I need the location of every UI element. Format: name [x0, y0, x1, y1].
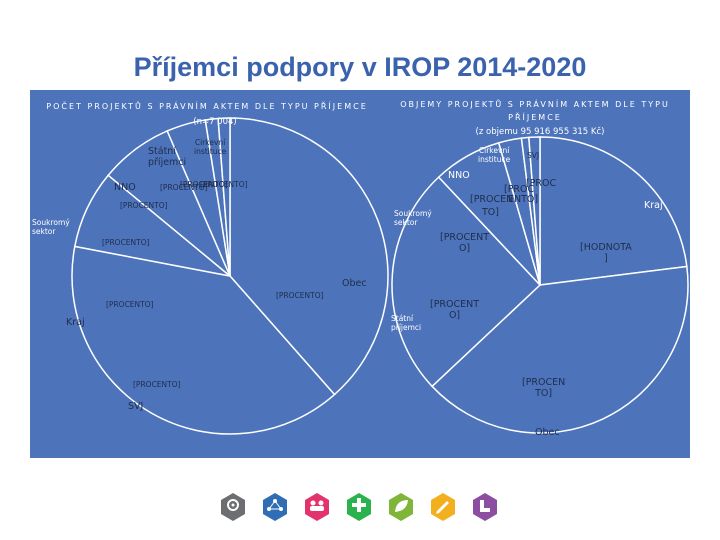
left-label-statni: Státní příjemci: [148, 146, 187, 169]
left-chart-heading: POČET PROJEKTŮ S PRÁVNÍM AKTEM DLE TYPU …: [46, 102, 368, 111]
pie-slice-svj: [528, 136, 541, 286]
pencil-icon: [428, 492, 458, 522]
left-label-cirkevni: Církevní instituce: [194, 138, 227, 156]
left-label-obec: Obec: [342, 278, 367, 289]
right-label-svj: SVJ: [527, 151, 540, 160]
pie-chart-project-volume: [391, 136, 689, 434]
right-percent-e: ENTO]: [508, 194, 539, 205]
left-percent-svj: [PROCENTO]: [133, 380, 181, 389]
cross-icon: [344, 492, 374, 522]
right-percent-b: [PROC: [526, 178, 557, 189]
left-percent-cirkevni: [PROCENTO]: [200, 180, 248, 189]
left-chart-subtitle: (n=7 004): [193, 117, 237, 127]
right-chart-heading-line1: OBJEMY PROJEKTŮ S PRÁVNÍM AKTEM DLE TYPU: [400, 100, 670, 109]
charts-panel: POČET PROJEKTŮ S PRÁVNÍM AKTEM DLE TYPU …: [30, 90, 690, 458]
left-label-kraj: Kraj: [66, 317, 85, 328]
left-percent-obec: [PROCENTO]: [276, 291, 324, 300]
left-percent-nno: [PROCENTO]: [160, 183, 208, 192]
slide-title: Příjemci podpory v IROP 2014-2020: [133, 52, 587, 82]
right-label-statni: Státní příjemci: [391, 314, 422, 332]
people-icon: [302, 492, 332, 522]
pie-slice-kraj: [539, 136, 688, 286]
pie-slice-obec: [229, 117, 389, 396]
footer-icon-bar: [0, 492, 720, 532]
left-percent-statni: [PROCENTO]: [180, 180, 228, 189]
left-percent-soukromy: [PROCENTO]: [102, 238, 150, 247]
leaf-icon: [386, 492, 416, 522]
right-chart-heading-line2: PŘÍJEMCE: [508, 113, 562, 122]
right-percent-statni: [PROCENT O]: [430, 299, 480, 322]
right-label-nno: NNO: [448, 170, 470, 181]
gear-icon: [218, 492, 248, 522]
right-percent-obec: [PROCEN TO]: [522, 377, 566, 400]
left-label-soukromy: Soukromý sektor: [32, 218, 70, 236]
right-value-kraj: [HODNOTA]: [580, 242, 632, 265]
right-label-cirkevni: Církevní instituce: [478, 146, 511, 164]
pie-slice-st-tn-p-jemci: [391, 176, 542, 388]
left-percent-edge: [PROCENTO]: [120, 201, 168, 210]
right-label-kraj: Kraj: [644, 200, 663, 211]
right-label-obec: Obec: [535, 427, 560, 438]
chart-icon: [470, 492, 500, 522]
left-label-svj: SVJ: [128, 401, 144, 412]
right-label-soukromy: Soukromý sektor: [394, 209, 432, 227]
right-chart-subtitle: (z objemu 95 916 955 315 Kč): [475, 127, 605, 137]
pie-slice-obec: [431, 265, 689, 434]
right-percent-soukromy: [PROCENT O]: [440, 232, 490, 255]
right-percent-a: [PROC: [504, 184, 535, 195]
network-icon: [260, 492, 290, 522]
left-percent-kraj: [PROCENTO]: [106, 300, 154, 309]
pie-slice-c-rkevn-instituce: [217, 117, 231, 277]
right-percent-d: TO]: [482, 207, 499, 218]
pie-charts-canvas: [71, 117, 689, 435]
pie-chart-project-count: [71, 117, 389, 435]
left-label-nno: NNO: [114, 182, 136, 193]
right-percent-c: [PROCEN: [470, 194, 514, 205]
pie-slice-svj: [71, 245, 336, 435]
